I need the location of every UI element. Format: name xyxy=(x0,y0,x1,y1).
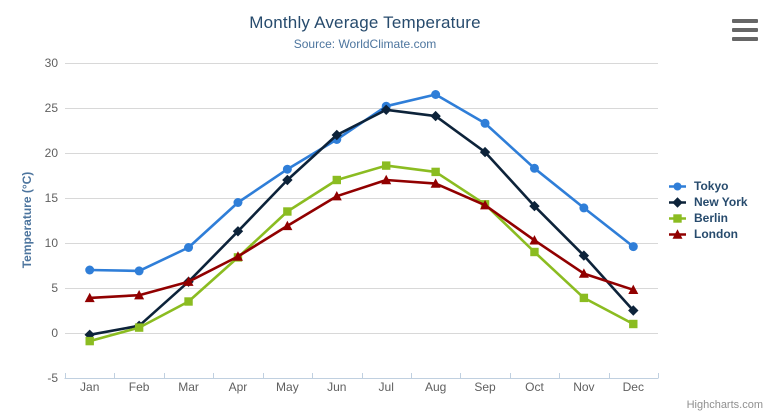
marker-tokyo xyxy=(282,164,292,174)
legend-marker xyxy=(673,182,682,190)
x-tick-label: Dec xyxy=(623,380,644,394)
x-tick-label: Feb xyxy=(129,380,150,394)
legend-marker xyxy=(672,196,683,208)
series-line-london xyxy=(88,178,635,300)
marker-new-york xyxy=(578,250,590,261)
x-tick-label: May xyxy=(276,380,299,394)
marker-tokyo xyxy=(134,266,144,276)
marker-new-york xyxy=(430,110,441,122)
marker-tokyo xyxy=(628,242,638,252)
marker-london xyxy=(134,290,145,300)
marker-london xyxy=(480,200,491,210)
marker-london xyxy=(628,284,639,294)
legend-symbol-diamond-icon xyxy=(669,196,686,208)
marker-new-york xyxy=(479,146,491,158)
legend-item-new-york[interactable]: New York xyxy=(669,194,748,210)
marker-tokyo xyxy=(85,265,95,275)
legend-symbol-triangle-icon xyxy=(669,228,686,239)
marker-berlin xyxy=(184,297,193,306)
highcharts-credit[interactable]: Highcharts.com xyxy=(686,399,763,411)
marker-new-york xyxy=(628,305,639,316)
legend-symbol-square-icon xyxy=(669,213,686,223)
marker-berlin xyxy=(332,175,341,185)
context-menu-button[interactable] xyxy=(731,18,759,42)
marker-tokyo xyxy=(480,118,490,128)
marker-london xyxy=(381,174,392,185)
hamburger-icon xyxy=(732,37,758,41)
x-tick-label: Oct xyxy=(525,380,544,394)
y-tick-label: 5 xyxy=(51,281,58,295)
x-tick-label: Sep xyxy=(474,380,496,394)
chart-subtitle: Source: WorldClimate.com xyxy=(293,37,437,51)
marker-berlin xyxy=(530,247,539,257)
legend-marker xyxy=(673,213,682,223)
marker-london xyxy=(578,268,589,278)
marker-berlin xyxy=(382,161,391,170)
marker-berlin xyxy=(134,323,144,332)
x-tick-label: Jul xyxy=(379,380,394,394)
marker-tokyo xyxy=(431,90,441,99)
legend-symbol-circle-icon xyxy=(669,182,686,190)
marker-tokyo xyxy=(184,243,194,252)
marker-new-york xyxy=(381,104,392,115)
marker-new-york xyxy=(331,129,342,141)
marker-new-york xyxy=(232,226,244,237)
marker-berlin xyxy=(85,336,94,346)
chart-title: Monthly Average Temperature xyxy=(249,13,481,32)
marker-berlin xyxy=(431,167,440,177)
marker-tokyo xyxy=(579,203,589,213)
marker-new-york xyxy=(282,174,293,186)
legend-label: Tokyo xyxy=(694,179,729,193)
marker-tokyo xyxy=(233,198,243,207)
series-line-berlin xyxy=(88,164,635,343)
marker-london xyxy=(282,220,293,231)
series-line-new-york xyxy=(88,108,635,337)
marker-berlin xyxy=(283,207,292,216)
y-tick-label: 25 xyxy=(45,101,59,115)
y-tick-label: -5 xyxy=(47,371,58,385)
x-tick-label: Apr xyxy=(229,380,248,394)
legend: Tokyo New York Berlin London xyxy=(669,178,748,242)
legend-item-london[interactable]: London xyxy=(669,226,748,242)
legend-label: Berlin xyxy=(694,211,729,225)
marker-london xyxy=(84,292,95,303)
x-tick-label: Jan xyxy=(80,380,99,394)
legend-label: London xyxy=(694,227,738,241)
x-tick-label: Aug xyxy=(425,380,446,394)
x-tick-label: Jun xyxy=(327,380,346,394)
y-tick-label: 20 xyxy=(45,146,59,160)
y-tick-label: 15 xyxy=(45,191,59,205)
x-tick-label: Mar xyxy=(178,380,199,394)
y-tick-label: 0 xyxy=(51,326,58,340)
hamburger-icon xyxy=(732,19,758,23)
legend-item-tokyo[interactable]: Tokyo xyxy=(669,178,748,194)
marker-london xyxy=(529,235,540,245)
y-tick-label: 30 xyxy=(45,56,59,70)
marker-london xyxy=(331,191,342,201)
marker-berlin xyxy=(629,319,638,329)
marker-london xyxy=(232,251,243,261)
y-tick-label: 10 xyxy=(45,236,59,250)
legend-label: New York xyxy=(694,195,748,209)
marker-berlin xyxy=(579,293,589,303)
marker-london xyxy=(430,178,441,188)
legend-item-berlin[interactable]: Berlin xyxy=(669,210,748,226)
marker-new-york xyxy=(529,200,540,212)
marker-london xyxy=(183,276,194,286)
marker-tokyo xyxy=(529,163,539,173)
x-tick-label: Nov xyxy=(573,380,594,394)
hamburger-icon xyxy=(732,28,758,32)
legend-marker xyxy=(672,228,683,239)
